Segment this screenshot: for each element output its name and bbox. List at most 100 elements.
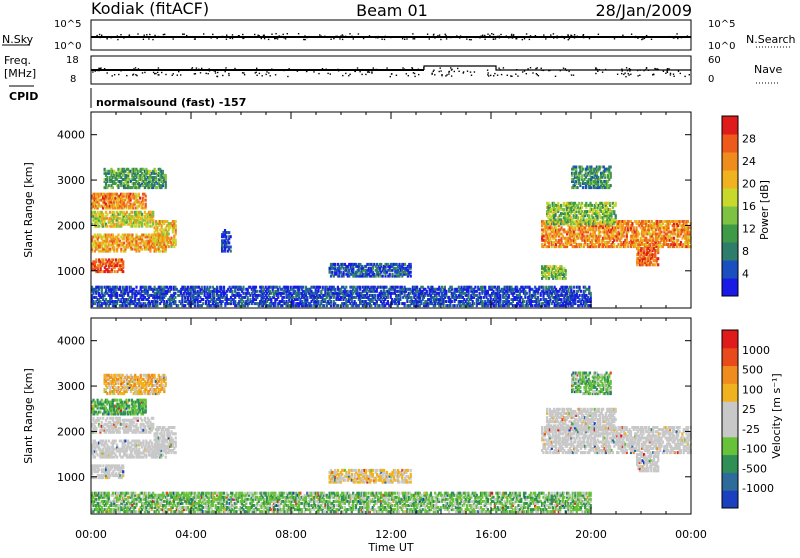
heatmap-cell	[329, 264, 333, 268]
heatmap-cell	[145, 233, 148, 237]
nave-point	[469, 71, 472, 73]
heatmap-cell	[136, 171, 139, 175]
heatmap-cell	[521, 298, 524, 301]
heatmap-cell	[488, 302, 491, 306]
heatmap-cell	[136, 182, 139, 185]
heatmap-cell	[163, 228, 166, 232]
heatmap-cell	[108, 262, 111, 266]
heatmap-cell	[357, 293, 360, 297]
heatmap-cell	[122, 222, 126, 226]
heatmap-cell	[624, 222, 627, 226]
heatmap-cell	[443, 289, 446, 293]
nsky-point	[459, 37, 461, 39]
heatmap-cell	[163, 173, 166, 177]
heatmap-cell	[218, 285, 221, 289]
heatmap-cell	[174, 220, 177, 223]
heatmap-cell	[620, 243, 623, 246]
heatmap-cell	[129, 300, 133, 303]
heatmap-cell	[428, 291, 431, 295]
heatmap-cell	[396, 304, 399, 308]
heatmap-cell	[209, 304, 212, 308]
heatmap-cell	[91, 239, 94, 243]
heatmap-cell	[114, 196, 117, 200]
heatmap-cell	[547, 276, 551, 280]
heatmap-cell	[409, 291, 412, 295]
heatmap-cell	[127, 293, 130, 297]
heatmap-cell	[352, 304, 355, 308]
heatmap-cell	[588, 238, 591, 242]
heatmap-cell	[394, 270, 397, 274]
nsky-point	[286, 33, 288, 35]
heatmap-cell	[520, 295, 523, 299]
heatmap-cell	[582, 285, 585, 289]
heatmap-cell	[367, 295, 370, 299]
heatmap-cell	[96, 239, 99, 243]
heatmap-cell	[221, 291, 224, 295]
heatmap-cell	[510, 287, 513, 291]
heatmap-cell	[104, 178, 108, 181]
heatmap-cell	[125, 186, 128, 190]
nave-point	[98, 67, 100, 69]
heatmap-cell	[610, 228, 613, 232]
heatmap-cell	[328, 270, 331, 274]
heatmap-cell	[518, 300, 521, 303]
heatmap-cell	[488, 285, 491, 289]
heatmap-cell	[409, 262, 412, 266]
heatmap-cell	[564, 291, 567, 295]
heatmap-cell	[104, 216, 108, 220]
heatmap-cell	[260, 295, 263, 299]
heatmap-cell	[124, 169, 127, 173]
heatmap-cell	[571, 302, 574, 306]
heatmap-cell	[121, 214, 124, 218]
heatmap-cell	[104, 194, 107, 198]
heatmap-cell	[339, 298, 342, 301]
heatmap-cell	[209, 289, 212, 293]
heatmap-cell	[154, 300, 158, 303]
heatmap-cell	[592, 220, 595, 223]
heatmap-cell	[263, 291, 266, 295]
heatmap-cell	[149, 239, 152, 243]
heatmap-cell	[140, 206, 143, 210]
heatmap-cell	[586, 238, 589, 242]
heatmap-cell	[103, 233, 106, 237]
heatmap-cell	[434, 289, 437, 293]
heatmap-cell	[104, 291, 108, 295]
heatmap-cell	[588, 228, 591, 232]
heatmap-cell	[554, 287, 558, 291]
heatmap-cell	[547, 304, 551, 308]
heatmap-cell	[156, 228, 159, 232]
heatmap-cell	[223, 239, 227, 243]
heatmap-cell	[567, 298, 570, 301]
heatmap-cell	[106, 186, 109, 190]
heatmap-cell	[597, 232, 601, 236]
heatmap-cell	[417, 298, 420, 301]
heatmap-cell	[108, 260, 111, 264]
heatmap-cell	[384, 262, 387, 266]
heatmap-cell	[150, 214, 153, 218]
heatmap-cell	[121, 241, 124, 245]
heatmap-cell	[256, 293, 259, 297]
heatmap-cell	[97, 214, 101, 218]
heatmap-cell	[173, 245, 176, 249]
nsky-point	[637, 37, 639, 39]
heatmap-cell	[136, 194, 139, 198]
heatmap-cell	[118, 196, 121, 200]
heatmap-cell	[486, 291, 489, 295]
heatmap-cell	[121, 285, 124, 289]
heatmap-cell	[418, 295, 421, 299]
heatmap-cell	[543, 265, 546, 269]
heatmap-cell	[106, 233, 109, 237]
heatmap-cell	[116, 247, 119, 251]
heatmap-cell	[213, 298, 216, 301]
nsky-point	[642, 38, 644, 40]
heatmap-cell	[582, 238, 585, 242]
heatmap-cell	[484, 304, 487, 308]
heatmap-cell	[463, 304, 466, 308]
heatmap-cell	[114, 302, 117, 306]
heatmap-cell	[156, 293, 159, 297]
heatmap-cell	[453, 298, 456, 301]
heatmap-cell	[547, 240, 551, 244]
heatmap-cell	[364, 270, 368, 274]
heatmap-cell	[107, 196, 110, 200]
heatmap-cell	[132, 204, 135, 208]
